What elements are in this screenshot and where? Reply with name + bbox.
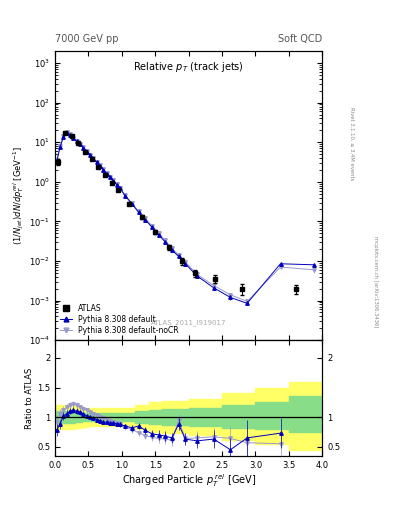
Text: 7000 GeV pp: 7000 GeV pp [55,33,119,44]
Text: mcplots.cern.ch [arXiv:1306.3436]: mcplots.cern.ch [arXiv:1306.3436] [373,236,378,327]
Text: Relative $p_T$ (track jets): Relative $p_T$ (track jets) [133,60,244,74]
Legend: ATLAS, Pythia 8.308 default, Pythia 8.308 default-noCR: ATLAS, Pythia 8.308 default, Pythia 8.30… [59,303,180,336]
Y-axis label: $(1/N_{jet})dN/dp_T^{rel}$ [GeV$^{-1}$]: $(1/N_{jet})dN/dp_T^{rel}$ [GeV$^{-1}$] [12,146,26,245]
X-axis label: Charged Particle $p_T^{\ rel}$ [GeV]: Charged Particle $p_T^{\ rel}$ [GeV] [121,472,256,489]
Y-axis label: Ratio to ATLAS: Ratio to ATLAS [25,367,34,429]
Text: Soft QCD: Soft QCD [278,33,322,44]
Text: Rivet 3.1.10, ≥ 3.4M events: Rivet 3.1.10, ≥ 3.4M events [349,106,354,180]
Text: ATLAS_2011_I919017: ATLAS_2011_I919017 [151,319,226,326]
